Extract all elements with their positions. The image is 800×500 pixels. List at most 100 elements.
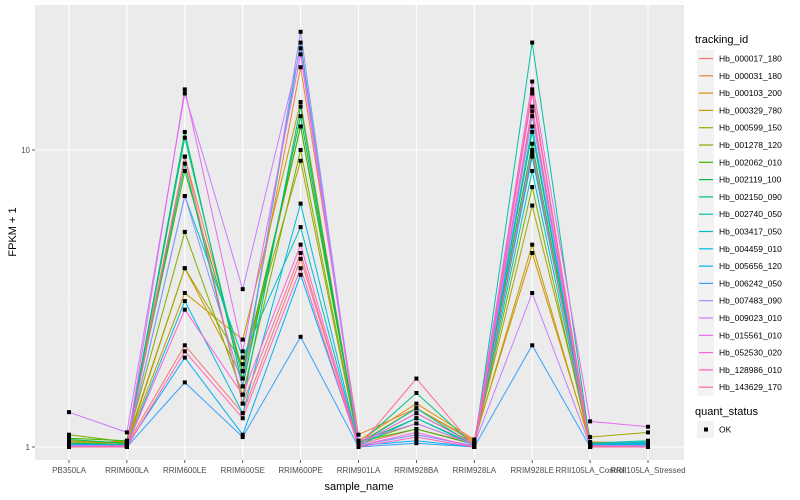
data-point — [646, 424, 650, 429]
legend-label: Hb_004459_010 — [719, 244, 782, 254]
data-point — [182, 343, 187, 348]
data-point — [298, 334, 303, 339]
data-point — [414, 401, 419, 406]
data-point — [298, 158, 303, 163]
data-point — [530, 79, 535, 84]
legend-label: Hb_000017_180 — [719, 54, 782, 64]
data-point — [240, 287, 245, 292]
data-point — [472, 445, 477, 449]
data-point — [298, 201, 303, 206]
data-point — [588, 435, 593, 440]
data-point — [414, 416, 419, 421]
data-point — [240, 416, 245, 421]
data-point — [240, 392, 245, 397]
data-point — [530, 87, 535, 92]
x-tick-label: RRII105LA_Stressed — [610, 466, 685, 475]
x-tick-label: RRIM600LA — [105, 466, 149, 475]
data-point — [472, 437, 477, 442]
data-point — [298, 242, 303, 247]
data-point — [414, 406, 419, 411]
data-point — [588, 445, 593, 449]
data-point — [414, 441, 419, 446]
data-point — [182, 91, 187, 96]
y-tick-label: 10 — [21, 146, 30, 155]
data-point — [298, 225, 303, 230]
data-point — [530, 141, 535, 146]
data-point — [240, 362, 245, 367]
data-point — [182, 349, 187, 354]
data-point — [414, 411, 419, 416]
data-point — [240, 355, 245, 360]
data-point — [414, 438, 419, 443]
legend-label: Hb_143629_170 — [719, 382, 782, 392]
data-point — [240, 432, 245, 437]
x-axis-title: sample_name — [324, 481, 393, 493]
data-point — [182, 161, 187, 166]
x-tick-label: PB350LA — [52, 466, 86, 475]
data-point — [67, 445, 71, 449]
data-point — [298, 250, 303, 255]
grid — [35, 1, 684, 460]
data-point — [530, 150, 535, 155]
legend-label: Hb_007483_090 — [719, 296, 782, 306]
data-point — [182, 380, 187, 385]
data-point — [182, 135, 187, 140]
y-axis: 1 10 — [21, 146, 35, 452]
legend-title-quant-status: quant_status — [695, 406, 758, 418]
x-tick-label: RRIM600SE — [220, 466, 264, 475]
legend-label: Hb_015561_010 — [719, 330, 782, 340]
data-point — [530, 91, 535, 96]
data-point — [414, 421, 419, 426]
series-points — [67, 29, 650, 449]
data-point — [646, 430, 650, 435]
data-point — [182, 307, 187, 312]
data-point — [298, 65, 303, 70]
data-point — [414, 426, 419, 431]
legend-label: Hb_002119_100 — [719, 175, 782, 185]
data-point — [530, 148, 535, 152]
data-point — [298, 29, 303, 34]
x-tick-label: RRIM600LE — [163, 466, 207, 475]
data-point — [240, 337, 245, 342]
data-point — [530, 242, 535, 247]
legend-label: Hb_052530_020 — [719, 348, 782, 358]
data-point — [530, 104, 535, 109]
legend-label: Hb_006242_050 — [719, 278, 782, 288]
data-point — [298, 100, 303, 105]
data-point — [67, 410, 71, 415]
data-point — [298, 148, 303, 152]
data-point — [530, 185, 535, 190]
data-point — [356, 438, 361, 443]
legend-label: Hb_005656_120 — [719, 261, 782, 271]
data-point — [124, 430, 129, 435]
x-tick-label: RRIM928BA — [394, 466, 439, 475]
legend-label: Hb_002150_090 — [719, 192, 782, 202]
data-point — [646, 445, 650, 449]
data-point — [182, 291, 187, 296]
data-point — [530, 343, 535, 348]
data-point — [298, 124, 303, 129]
data-point — [356, 432, 361, 437]
data-point — [240, 401, 245, 406]
data-point — [240, 376, 245, 381]
data-point — [414, 430, 419, 435]
x-tick-label: RRIM928LA — [453, 466, 497, 475]
data-point — [182, 355, 187, 360]
x-tick-label: RRIM928LE — [510, 466, 554, 475]
data-point — [240, 411, 245, 416]
data-point — [530, 114, 535, 119]
x-tick-label: RRIM901LA — [337, 466, 381, 475]
legend-title-tracking-id: tracking_id — [695, 34, 748, 46]
data-point — [298, 40, 303, 45]
data-point — [124, 445, 129, 449]
legend-label: Hb_003417_050 — [719, 227, 782, 237]
data-point — [298, 52, 303, 57]
data-point — [530, 129, 535, 134]
data-point — [414, 432, 419, 437]
data-point — [240, 384, 245, 389]
data-point — [182, 154, 187, 159]
data-point — [182, 266, 187, 271]
data-point — [298, 266, 303, 271]
x-tick-label: RRIM600PE — [278, 466, 322, 475]
